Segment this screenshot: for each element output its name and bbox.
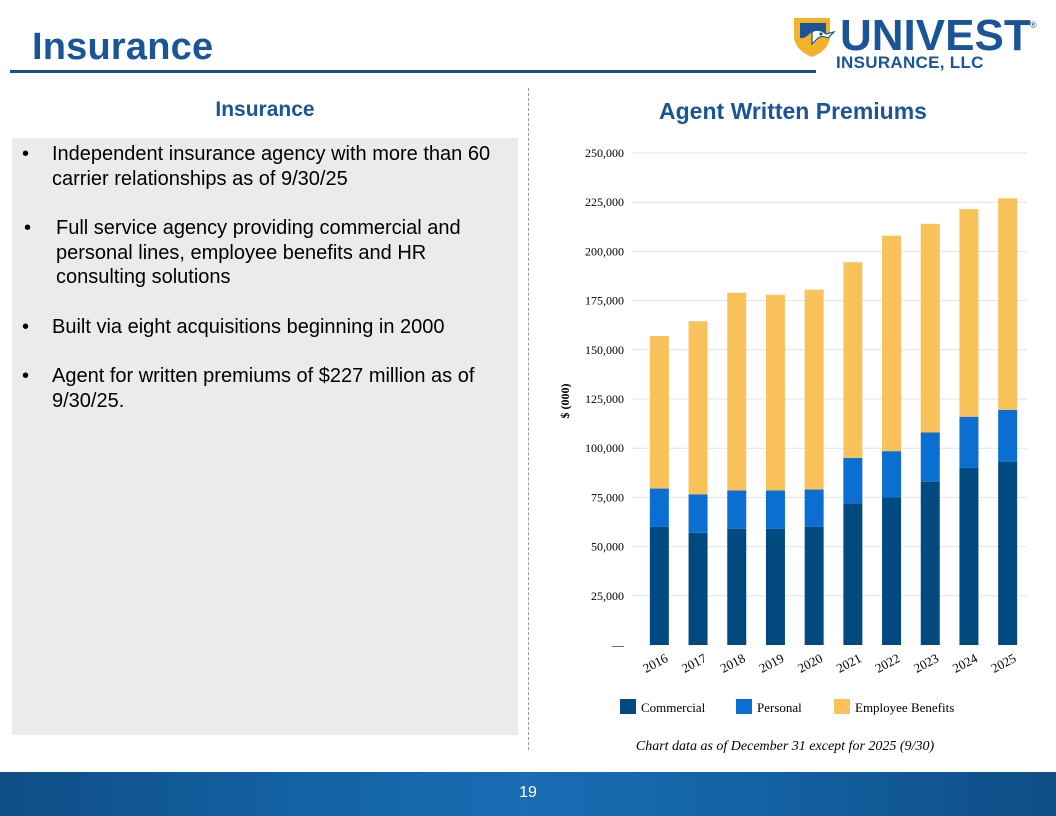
y-tick-label: 200,000 [585, 244, 624, 258]
bar-segment-personal [843, 458, 863, 504]
x-tick-label: 2023 [911, 650, 941, 675]
bar-segment-personal [688, 494, 708, 533]
bar-segment-commercial [998, 461, 1018, 645]
insurance-bullets-panel [12, 138, 518, 735]
title-rule [10, 70, 816, 73]
legend-label: Employee Benefits [855, 700, 954, 715]
bar-segment-employee-benefits [959, 209, 979, 417]
bar-segment-commercial [959, 467, 979, 645]
bullet-item: • Full service agency providing commerci… [24, 216, 518, 290]
bar-segment-commercial [920, 481, 940, 645]
premiums-chart: — 25,000 50,000 75,000 100,000 125,000 150,000… [540, 136, 1040, 726]
logo-registered-mark: ® [1030, 20, 1037, 30]
y-tick-label: 225,000 [585, 195, 624, 209]
bullet-item: • Independent insurance agency with more… [22, 142, 518, 191]
legend-swatch [620, 699, 636, 714]
left-heading: Insurance [215, 98, 315, 121]
chart-footnote: Chart data as of December 31 except for … [635, 739, 935, 754]
bullet-text: Independent insurance agency with more t… [52, 143, 491, 190]
bar-segment-personal [765, 490, 785, 529]
y-tick-label: 50,000 [591, 540, 624, 554]
bar-segment-personal [959, 416, 979, 468]
logo-subtitle: INSURANCE, LLC [836, 53, 984, 72]
y-tick-label: — [611, 638, 625, 652]
bar-segment-employee-benefits [882, 235, 902, 452]
page-number: 19 [519, 784, 537, 801]
bar-segment-commercial [804, 526, 824, 645]
y-tick-label: 75,000 [591, 490, 624, 504]
bar-segment-personal [920, 432, 940, 482]
footer-bar [0, 772, 1056, 816]
legend-swatch [736, 699, 752, 714]
bar-segment-employee-benefits [765, 294, 785, 491]
bar-segment-personal [649, 488, 669, 527]
bar-segment-employee-benefits [688, 321, 708, 495]
bar-segment-employee-benefits [649, 336, 669, 489]
bar-segment-employee-benefits [920, 223, 940, 433]
bar-segment-personal [727, 490, 747, 529]
bar-segment-employee-benefits [998, 198, 1018, 410]
bar-segment-commercial [843, 503, 863, 645]
y-axis-label: $ (000) [558, 384, 572, 419]
x-tick-label: 2024 [950, 650, 980, 676]
bar-segment-personal [998, 409, 1018, 462]
legend-swatch [834, 699, 850, 714]
bullet-text: Agent for written premiums of $227 milli… [52, 365, 475, 412]
eagle-shield-icon [794, 18, 836, 57]
x-tick-label: 2018 [718, 650, 748, 675]
bar-segment-commercial [727, 528, 747, 645]
chart-title: Agent Written Premiums [659, 98, 927, 124]
bar-segment-employee-benefits [804, 289, 824, 490]
logo-wordmark: UNIVEST [840, 11, 1031, 60]
y-tick-label: 100,000 [585, 441, 624, 455]
x-tick-label: 2021 [834, 650, 864, 675]
x-tick-label: 2020 [795, 650, 825, 675]
x-tick-label: 2025 [989, 650, 1019, 675]
bullet-item: • Agent for written premiums of $227 mil… [22, 364, 518, 413]
bar-segment-employee-benefits [843, 262, 863, 459]
y-tick-label: 150,000 [585, 343, 624, 357]
bullet-dot: • [24, 217, 32, 239]
bullet-text: Full service agency providing commercial… [56, 217, 461, 288]
x-tick-label: 2019 [756, 650, 786, 675]
bullet-dot: • [22, 316, 30, 338]
y-tick-label: 25,000 [591, 589, 624, 603]
bar-segment-personal [882, 451, 902, 498]
y-tick-label: 125,000 [585, 392, 624, 406]
bar-segment-commercial [765, 528, 785, 645]
x-tick-label: 2022 [872, 650, 902, 675]
bullet-dot: • [22, 365, 30, 387]
bar-segment-commercial [688, 532, 708, 645]
bar-segment-employee-benefits [727, 292, 747, 491]
x-tick-label: 2017 [679, 650, 709, 676]
chart-svg: — 25,000 50,000 75,000 100,000 125,000 150,000… [558, 146, 1027, 715]
y-tick-label: 250,000 [585, 146, 624, 160]
column-divider [528, 88, 529, 750]
bar-segment-commercial [882, 497, 902, 645]
legend-label: Commercial [641, 700, 706, 715]
y-tick-label: 175,000 [585, 294, 624, 308]
bullet-dot: • [22, 143, 30, 165]
univest-logo: UNIVEST ® INSURANCE, LLC [790, 12, 1046, 74]
bullet-text: Built via eight acquisitions beginning i… [52, 316, 445, 338]
page-title: Insurance [32, 26, 214, 68]
bullet-item: • Built via eight acquisitions beginning… [22, 315, 518, 340]
x-tick-label: 2016 [640, 650, 670, 676]
legend-label: Personal [757, 700, 802, 715]
bar-segment-commercial [649, 526, 669, 645]
bar-segment-personal [804, 489, 824, 527]
